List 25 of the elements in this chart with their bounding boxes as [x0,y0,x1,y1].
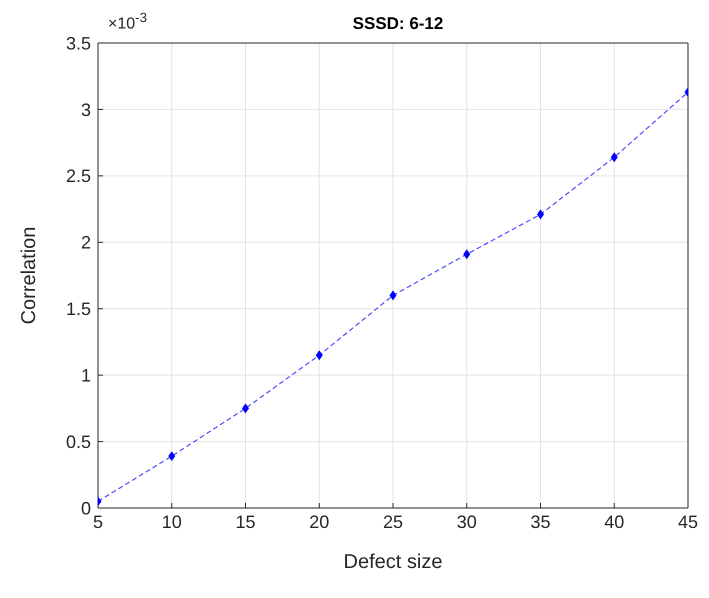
x-axis-title: Defect size [344,551,442,573]
y-tick-label: 1.5 [66,299,91,320]
x-tick-label: 25 [382,512,404,532]
x-tick-label: 20 [309,512,330,532]
point [168,451,176,462]
y-tick-label: 0 [80,498,91,518]
x-tick-label: 35 [530,512,551,532]
x-tick-label: 15 [235,512,256,532]
x-tick-label: 5 [92,512,104,532]
x-tick-label: 45 [678,512,698,532]
y-tick-label: 2 [80,232,91,253]
y-tick-label: 3.5 [66,33,91,54]
point [463,249,470,260]
y-tick-label: 0.5 [66,432,91,452]
text: ×10$^{-3}$ [108,10,147,34]
point [316,350,323,360]
y-axis-title: Correlation [18,226,40,324]
y-tick-label: 1 [80,366,91,386]
chart-title: SSSD: 6-12 [352,14,444,33]
point [610,152,618,162]
x-tick-label: 30 [456,512,477,532]
x-tick-label: 10 [162,512,182,532]
x-tick-label: 40 [604,512,624,532]
y-tick-label: 2.5 [66,166,91,186]
y-tick-label: 3 [80,100,91,120]
